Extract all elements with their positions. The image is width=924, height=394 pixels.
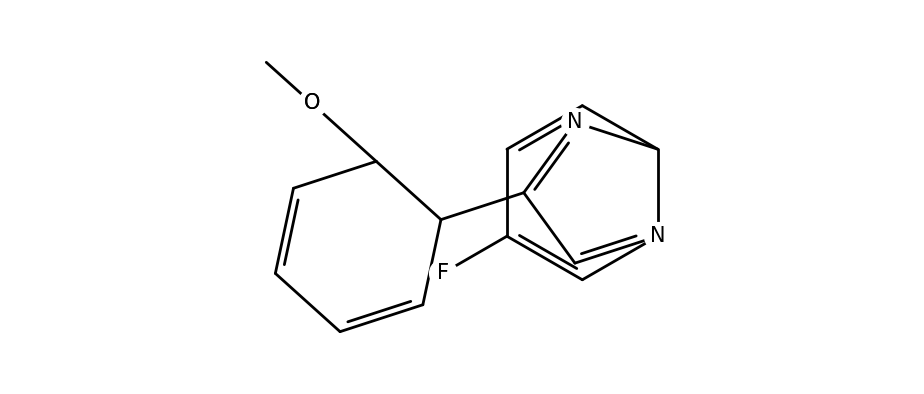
Text: O: O [303, 93, 320, 113]
Text: F: F [437, 263, 449, 283]
Text: F: F [437, 263, 449, 283]
Text: N: N [650, 226, 665, 246]
Text: O: O [303, 93, 320, 113]
Text: N: N [567, 112, 583, 132]
